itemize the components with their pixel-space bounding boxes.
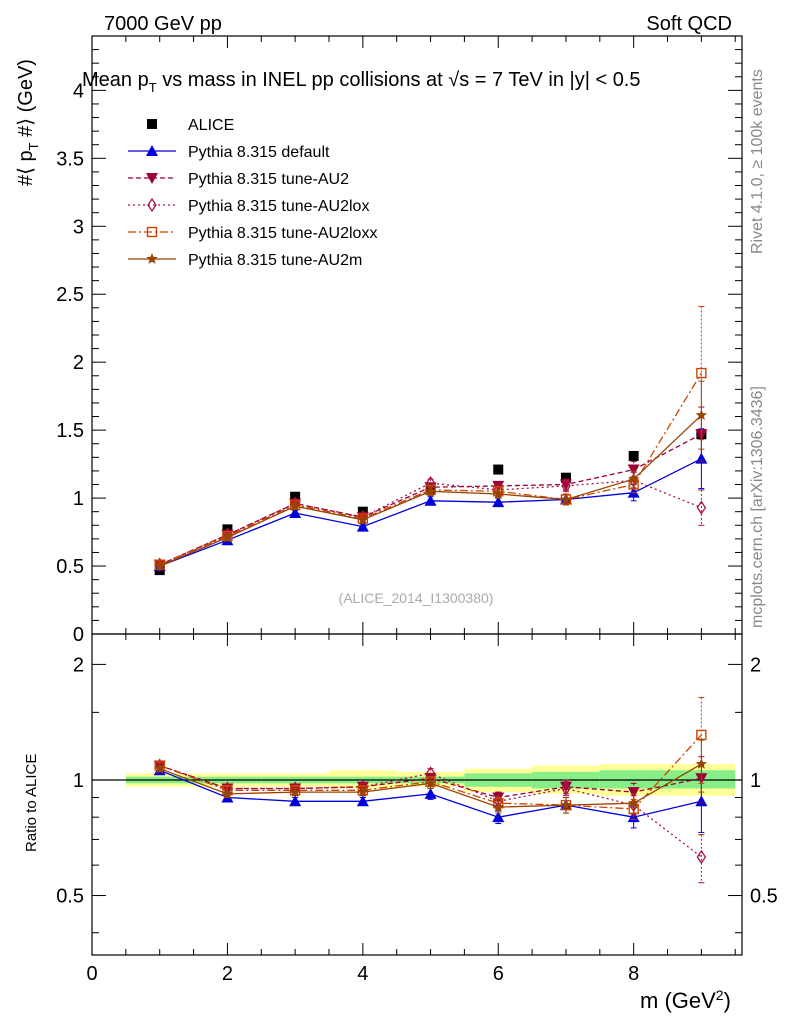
x-tick-label: 4	[357, 963, 368, 985]
legend-marker	[146, 226, 158, 238]
y-tick-label: 0.5	[56, 556, 84, 578]
data-point	[560, 472, 571, 483]
series-au2loxx-ratio	[154, 696, 707, 820]
series-au2m-main	[154, 380, 708, 571]
data-point	[493, 464, 504, 475]
x-axis-title: m (GeV2)	[640, 987, 731, 1013]
series-layer	[153, 305, 708, 884]
series-default-ratio	[153, 764, 708, 833]
y-tick-label: 2	[73, 352, 84, 374]
legend-marker	[146, 173, 158, 184]
data-point	[289, 507, 302, 519]
y-tick-label: 0	[73, 624, 84, 646]
data-point	[221, 531, 234, 543]
data-point	[627, 464, 640, 476]
x-tick-label: 0	[86, 963, 97, 985]
data-point	[492, 811, 505, 823]
data-point	[154, 560, 166, 571]
y-tick-label: 2.5	[56, 284, 84, 306]
ratio-y-tick-label-right: 2	[750, 654, 761, 676]
data-point	[695, 452, 708, 464]
data-point	[560, 799, 572, 810]
data-point	[561, 478, 571, 494]
data-point	[289, 786, 301, 797]
ratio-y-tick-label: 1	[73, 770, 84, 792]
data-point	[424, 485, 437, 497]
ratio-y-tick-label: 0.5	[56, 886, 84, 908]
series-au2m-ratio	[154, 739, 708, 814]
x-tick-label: 8	[628, 963, 639, 985]
y-tick-label: 1.5	[56, 420, 84, 442]
legend-label: Pythia 8.315 default	[188, 144, 330, 161]
ratio-y-tick-label-right: 1	[750, 770, 761, 792]
data-point	[154, 762, 166, 774]
legend-entry-au2m: Pythia 8.315 tune-AU2m	[128, 252, 362, 269]
ratio-y-tick-label: 2	[73, 654, 84, 676]
data-point	[357, 513, 369, 525]
ratio-frame	[91, 633, 743, 956]
mcplots-label: mcplots.cern.ch [arXiv:1306.3436]	[749, 386, 766, 628]
y-tick-label: 3	[73, 216, 84, 238]
data-point	[424, 494, 437, 506]
main-ylabel: #⟨ pT #⟩ (GeV)	[15, 59, 41, 186]
legend-label: Pythia 8.315 tune-AU2loxx	[188, 225, 377, 242]
legend-label: Pythia 8.315 tune-AU2m	[188, 252, 362, 269]
legend-entry-default: Pythia 8.315 default	[128, 144, 330, 161]
ratio-ylabel: Ratio to ALICE	[23, 754, 40, 852]
legend-marker	[146, 253, 158, 264]
data-point	[492, 801, 504, 812]
data-point	[424, 777, 437, 789]
data-point	[696, 849, 707, 865]
y-tick-label: 1	[73, 488, 84, 510]
data-point	[627, 797, 640, 809]
legend-entry-au2lox: Pythia 8.315 tune-AU2lox	[128, 197, 369, 215]
legend-marker	[146, 145, 158, 156]
data-point	[695, 409, 708, 421]
series-line	[159, 372, 702, 566]
legend-marker	[147, 119, 157, 129]
y-tick-label: 3.5	[56, 148, 84, 170]
data-point	[221, 787, 234, 799]
rivet-label: Rivet 4.1.0, ≥ 100k events	[749, 69, 766, 254]
data-point	[695, 758, 708, 769]
series-default-main	[153, 428, 708, 572]
ratio-y-tick-label-right: 0.5	[750, 886, 778, 908]
axes: 0 2 4 6 8 0 0.5 1 1.5 2 2.5 3 3.5 4 0.5 0.5 1 1 2 2	[56, 35, 778, 985]
x-tick-label: 2	[222, 963, 233, 985]
data-point	[627, 787, 640, 799]
data-point	[696, 367, 707, 379]
x-tick-label: 6	[493, 963, 504, 985]
data-point	[492, 488, 504, 499]
data-point	[492, 496, 505, 508]
data-point	[560, 493, 572, 505]
legend: ALICE Pythia 8.315 default Pythia 8.315 tu…	[128, 117, 377, 269]
data-point	[357, 786, 369, 797]
plot-title: Mean pT vs mass in INEL pp collisions at…	[82, 69, 641, 95]
data-point	[356, 795, 369, 807]
energy-label: 7000 GeV pp	[104, 13, 222, 35]
data-point	[289, 500, 301, 512]
legend-label: Pythia 8.315 tune-AU2lox	[188, 198, 369, 215]
analysis-watermark: (ALICE_2014_I1300380)	[339, 590, 494, 606]
legend-label: ALICE	[188, 117, 234, 134]
data-point	[356, 520, 369, 532]
legend-label: Pythia 8.315 tune-AU2	[188, 171, 349, 188]
data-point	[696, 729, 707, 741]
data-point	[289, 795, 302, 807]
legend-marker	[147, 197, 157, 213]
legend-entry-au2loxx: Pythia 8.315 tune-AU2loxx	[128, 225, 377, 242]
y-tick-label: 4	[73, 80, 84, 102]
data-point	[627, 473, 640, 484]
series-line	[159, 458, 702, 567]
data-point	[628, 450, 639, 461]
legend-entry-au2: Pythia 8.315 tune-AU2	[128, 171, 349, 188]
data-point	[424, 787, 437, 799]
legend-entry-data: ALICE	[147, 117, 234, 134]
data-point	[154, 557, 165, 572]
process-label: Soft QCD	[646, 13, 732, 35]
data-point	[696, 500, 707, 515]
data-point	[561, 781, 571, 796]
